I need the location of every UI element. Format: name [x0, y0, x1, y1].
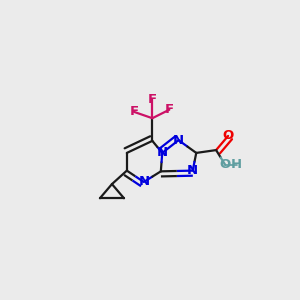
Text: N: N	[138, 176, 149, 188]
Text: O: O	[223, 129, 234, 142]
Text: N: N	[187, 164, 198, 177]
Text: O: O	[220, 158, 231, 172]
Text: N: N	[173, 134, 184, 147]
Text: N: N	[157, 146, 168, 159]
Text: F: F	[165, 103, 174, 116]
Text: F: F	[148, 93, 157, 106]
Text: F: F	[129, 105, 139, 118]
Text: H: H	[231, 158, 242, 172]
